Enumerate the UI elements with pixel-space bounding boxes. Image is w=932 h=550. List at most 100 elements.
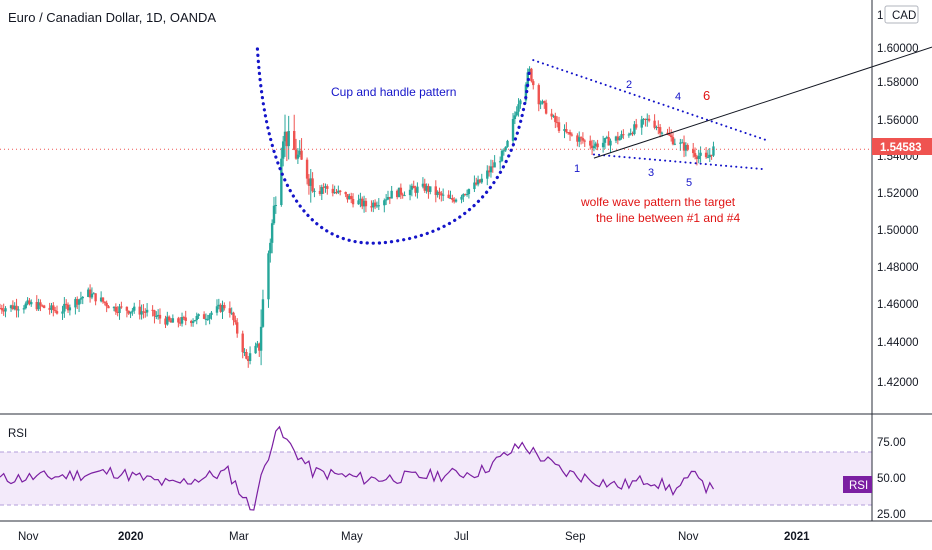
candle-body: [682, 142, 686, 151]
wolfe-point-5: 5: [686, 177, 692, 189]
candle-body: [158, 314, 162, 319]
wolfe-target-line: [593, 46, 932, 159]
candle-body: [658, 127, 662, 134]
candle-body: [261, 299, 265, 327]
candle-body: [293, 130, 296, 150]
candle-body: [125, 306, 129, 311]
candle-body: [88, 289, 92, 298]
candle-body: [565, 129, 568, 133]
candle-body: [287, 130, 290, 147]
candle-body: [609, 140, 612, 146]
candle-body: [219, 304, 222, 312]
candle-body: [635, 124, 638, 128]
candle-body: [614, 136, 618, 141]
candle-body: [502, 150, 506, 152]
candle-body: [298, 150, 301, 155]
candle-body: [454, 199, 458, 202]
candle-body: [234, 320, 237, 323]
candle-body: [52, 305, 55, 311]
candle-body: [9, 305, 13, 309]
candle-body: [296, 154, 300, 159]
rsi-title: RSI: [8, 428, 27, 440]
candle-body: [397, 187, 401, 198]
candle-body: [338, 190, 342, 192]
candle-body: [232, 312, 235, 321]
candle-body: [127, 310, 130, 314]
time-axis[interactable]: Nov 2020 Mar May Jul Sep Nov 2021: [18, 531, 810, 543]
candle-body: [550, 113, 553, 117]
candle-body: [693, 153, 697, 157]
candle-body: [594, 143, 597, 147]
candle-body: [655, 127, 658, 129]
rsi-tick: 50.00: [877, 473, 906, 485]
candle-body: [76, 299, 79, 305]
candle-body: [590, 145, 594, 149]
candle-body: [348, 196, 351, 200]
candle-body: [2, 310, 5, 312]
candle-body: [646, 118, 649, 121]
rsi-tick: 75.00: [877, 437, 906, 449]
price-tick: 1.56000: [877, 115, 919, 127]
candle-body: [195, 315, 198, 321]
candle-body: [259, 326, 263, 351]
wolfe-note-line-1: wolfe wave pattern the target: [580, 195, 736, 209]
currency-box[interactable]: [884, 5, 919, 24]
candle-body: [500, 150, 504, 162]
candle-body: [142, 311, 145, 313]
candle-body: [335, 192, 338, 194]
candle-body: [228, 308, 232, 314]
candle-body: [554, 115, 557, 123]
candle-body: [620, 134, 623, 138]
candle-body: [653, 120, 656, 128]
candle-body: [114, 306, 118, 312]
wolfe-point-4: 4: [675, 91, 681, 103]
candle-body: [215, 306, 219, 313]
candle-body: [166, 316, 169, 325]
candle-body: [414, 188, 417, 193]
candle-body: [167, 316, 171, 321]
candle-body: [568, 132, 572, 135]
candle-body: [129, 311, 132, 314]
candle-body: [603, 138, 607, 143]
candle-body: [280, 158, 283, 206]
candle-body: [544, 102, 548, 114]
candle-body: [515, 111, 518, 116]
candle-body: [42, 305, 46, 308]
candle-body: [390, 190, 393, 199]
candle-body: [116, 311, 119, 313]
candle-body: [190, 320, 193, 324]
price-axis[interactable]: 1.60000 1.58000 1.56000 1.54000 1.52000 …: [877, 43, 919, 389]
candle-body: [467, 189, 471, 195]
candle-body: [579, 137, 583, 139]
candle-body: [475, 182, 478, 185]
candle-body: [81, 296, 84, 299]
candle-body: [248, 353, 252, 362]
rsi-axis[interactable]: 75.00 50.00 25.00: [877, 437, 906, 521]
candle-body: [206, 318, 209, 320]
candle-body: [131, 310, 134, 312]
candle-body: [112, 306, 116, 309]
candle-body: [245, 352, 248, 359]
candle-body: [362, 200, 366, 207]
wolfe-point-3: 3: [648, 167, 654, 179]
candle-body: [300, 150, 303, 160]
candle-body: [324, 186, 327, 188]
candle-body: [309, 178, 312, 186]
candle-body: [41, 305, 44, 307]
candle-body: [388, 197, 392, 199]
candle-body: [28, 300, 31, 305]
price-tick: 1.46000: [877, 299, 919, 311]
time-tick: Nov: [678, 531, 699, 543]
wolfe-point-1: 1: [574, 163, 580, 175]
candle-body: [489, 166, 493, 173]
time-tick: May: [341, 531, 363, 543]
candle-body: [79, 298, 83, 300]
candle-body: [408, 189, 412, 196]
candle-body: [247, 358, 250, 362]
candle-body: [622, 134, 625, 136]
candle-body: [566, 132, 570, 134]
candle-body: [537, 85, 540, 105]
chart-title: Euro / Canadian Dollar, 1D, OANDA: [8, 10, 217, 25]
candle-body: [552, 115, 555, 117]
